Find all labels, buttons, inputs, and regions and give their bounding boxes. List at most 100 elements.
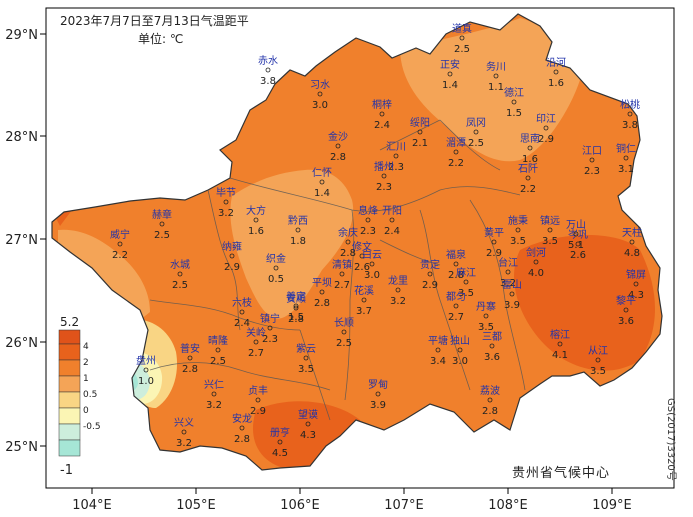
- station-74: 兴义 3.2: [174, 417, 194, 449]
- station-value: 2.7: [448, 312, 464, 323]
- station-name: 三都: [482, 331, 502, 343]
- station-marker: [369, 261, 375, 267]
- station-marker: [515, 227, 521, 233]
- station-value: 3.2: [176, 438, 192, 449]
- station-marker: [453, 303, 459, 309]
- station-name: 平坝: [312, 277, 332, 289]
- station-name: 沿河: [546, 57, 566, 69]
- station-9: 松桃 3.8: [620, 98, 640, 131]
- station-name: 道真: [452, 22, 472, 35]
- credit-label: 贵州省气候中心: [512, 466, 611, 481]
- station-value: 2.8: [234, 434, 250, 445]
- station-value: 3.5: [510, 236, 526, 247]
- station-75: 安龙 2.8: [232, 412, 252, 445]
- legend-label-4: 4: [83, 342, 89, 352]
- stations-layer: 道真 2.5 正安 1.4 务川 1.1 沿河 1.6 赤水 3.8 习水 3.0 德江 1.5 印江 2.9…: [110, 22, 646, 459]
- station-48: 龙里 3.2: [388, 274, 408, 307]
- station-marker: [589, 157, 595, 163]
- station-value: 2.6: [354, 262, 370, 273]
- station-value: 3.5: [542, 236, 558, 247]
- station-name: 麻江: [456, 266, 476, 279]
- station-name: 绥阳: [410, 117, 430, 129]
- station-name: 独山: [450, 334, 470, 347]
- station-value: 3.5: [458, 288, 474, 299]
- station-marker: [293, 305, 299, 311]
- station-value: 2.8: [482, 406, 498, 417]
- station-marker: [627, 111, 633, 117]
- station-value: 4.8: [624, 248, 640, 259]
- station-23: 大方 1.6: [246, 204, 266, 237]
- legend-swatch-1: [58, 375, 81, 393]
- station-value: 2.5: [336, 338, 352, 349]
- station-32: 万山 5.1: [566, 219, 586, 251]
- station-marker: [177, 271, 183, 277]
- station-marker: [319, 289, 325, 295]
- station-name: 天柱: [622, 226, 642, 239]
- station-marker: [267, 325, 273, 331]
- lat-label-27: 27°N: [5, 233, 38, 248]
- station-value: 3.1: [618, 164, 634, 175]
- station-marker: [365, 217, 371, 223]
- station-value: 2.2: [448, 158, 464, 169]
- station-marker: [453, 261, 459, 267]
- station-marker: [633, 281, 639, 287]
- latitude-labels: 29°N 28°N 27°N 26°N 25°N: [5, 28, 38, 455]
- station-value: 2.3: [360, 226, 376, 237]
- station-name: 金沙: [328, 130, 348, 143]
- station-marker: [143, 367, 149, 373]
- station-name: 丹寨: [476, 300, 496, 313]
- station-4: 沿河 1.6: [546, 57, 566, 89]
- station-marker: [359, 253, 365, 259]
- station-value: 0.5: [268, 274, 284, 285]
- station-60: 盘州 1.0: [136, 354, 156, 387]
- station-name: 黎平: [616, 294, 636, 307]
- station-marker: [181, 429, 187, 435]
- station-value: 1.4: [314, 188, 330, 199]
- station-name: 安顺: [286, 292, 306, 305]
- station-43: 台江 3.2: [498, 256, 518, 289]
- station-64: 紫云 3.5: [296, 343, 316, 375]
- lat-label-25: 25°N: [5, 440, 38, 455]
- station-value: 2.5: [172, 280, 188, 291]
- station-marker: [525, 175, 531, 181]
- legend-label-0-5: 0.5: [83, 390, 97, 400]
- station-value: 4.3: [628, 290, 644, 301]
- station-53: 花溪 3.7: [354, 284, 374, 317]
- legend-swatch-minus-0-5: [58, 423, 81, 441]
- station-45: 锦屏 4.3: [626, 268, 646, 301]
- station-18: 铜仁 3.1: [616, 143, 636, 175]
- station-name: 兴仁: [204, 379, 224, 391]
- station-marker: [229, 253, 235, 259]
- station-name: 普定: [286, 290, 306, 303]
- station-13: 思南 1.6: [520, 132, 540, 165]
- station-value: 3.5: [590, 366, 606, 377]
- station-57: 镇宁 2.3: [260, 312, 280, 345]
- station-value: 1.6: [522, 154, 538, 165]
- unit-label: 单位: ℃: [138, 32, 184, 46]
- station-marker: [379, 111, 385, 117]
- station-value: 2.5: [468, 138, 484, 149]
- legend: 5.2 4 2 1 0.5 0 -0.5 -1: [58, 315, 101, 478]
- station-value: 3.0: [452, 356, 468, 367]
- station-14: 金沙 2.8: [328, 130, 348, 163]
- station-marker: [239, 309, 245, 315]
- station-value: 2.7: [248, 348, 264, 359]
- station-value: 2.3: [584, 166, 600, 177]
- station-value: 1.0: [138, 376, 154, 387]
- station-name: 凤冈: [466, 117, 486, 129]
- station-39: 清镇 2.7: [332, 258, 352, 291]
- station-6: 习水 3.0: [310, 79, 330, 111]
- station-marker: [553, 69, 559, 75]
- station-marker: [361, 297, 367, 303]
- station-33: 威宁 2.2: [110, 228, 130, 261]
- station-marker: [273, 265, 279, 271]
- station-value: 1.4: [442, 80, 458, 91]
- station-value: 3.5: [298, 364, 314, 375]
- station-marker: [473, 129, 479, 135]
- station-38: 织金 0.5: [266, 252, 286, 285]
- legend-swatch-0-5: [58, 391, 81, 409]
- station-marker: [491, 239, 497, 245]
- station-name: 正安: [440, 58, 460, 71]
- station-77: 册亨 4.5: [270, 426, 290, 459]
- legend-swatch-top: [58, 329, 81, 345]
